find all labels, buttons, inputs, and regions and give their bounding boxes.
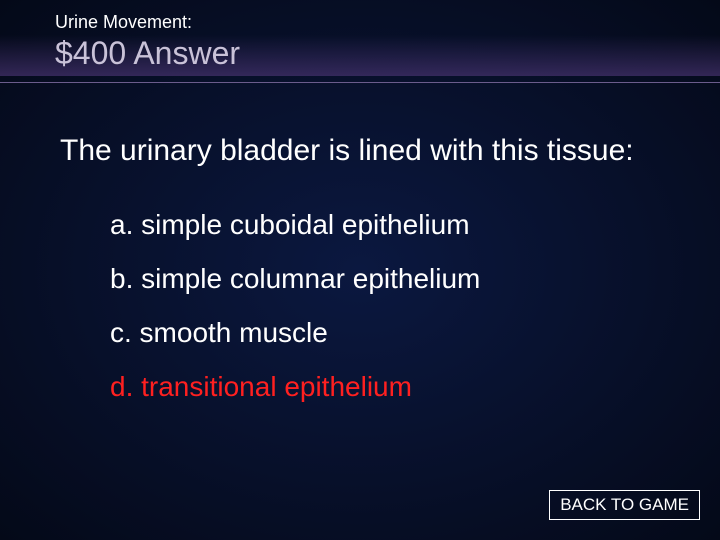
value-answer-label: $400 Answer xyxy=(0,35,720,76)
option-d: d. transitional epithelium xyxy=(110,371,660,403)
slide-content: The urinary bladder is lined with this t… xyxy=(0,83,720,403)
option-b: b. simple columnar epithelium xyxy=(110,263,660,295)
category-label: Urine Movement: xyxy=(0,12,720,33)
option-c: c. smooth muscle xyxy=(110,317,660,349)
slide-header: Urine Movement: $400 Answer xyxy=(0,0,720,83)
question-text: The urinary bladder is lined with this t… xyxy=(60,133,660,169)
options-list: a. simple cuboidal epithelium b. simple … xyxy=(60,209,660,403)
back-to-game-button[interactable]: BACK TO GAME xyxy=(549,490,700,520)
option-a: a. simple cuboidal epithelium xyxy=(110,209,660,241)
